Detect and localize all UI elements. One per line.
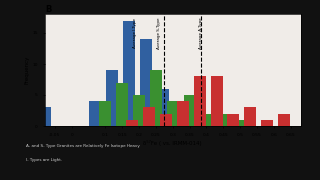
Bar — [39, 107, 51, 126]
Text: Average S-Type: Average S-Type — [157, 17, 161, 49]
Bar — [217, 114, 229, 126]
Bar — [234, 120, 246, 126]
Bar — [100, 101, 111, 126]
Bar — [156, 89, 169, 126]
Bar — [184, 95, 196, 126]
Bar — [261, 120, 273, 126]
Bar — [143, 107, 155, 126]
Y-axis label: Frequency: Frequency — [24, 56, 29, 84]
Bar — [116, 83, 128, 126]
Bar — [160, 114, 172, 126]
Bar — [140, 39, 152, 126]
Text: A- and S- Type Granites are Relatively Fe Isotope Heavy: A- and S- Type Granites are Relatively F… — [26, 144, 140, 148]
X-axis label: δ⁵⁷Fe ( vs. IRMM-014): δ⁵⁷Fe ( vs. IRMM-014) — [143, 140, 202, 146]
Bar — [244, 107, 256, 126]
Bar — [228, 114, 239, 126]
Bar — [173, 114, 186, 126]
Bar — [106, 70, 118, 126]
Text: I- Types are Light.: I- Types are Light. — [26, 158, 62, 162]
Bar — [194, 76, 206, 126]
Bar — [126, 120, 139, 126]
Bar — [200, 114, 212, 126]
Bar — [211, 76, 223, 126]
Text: Average I-Type: Average I-Type — [133, 17, 137, 48]
Bar — [278, 114, 290, 126]
Bar — [167, 101, 179, 126]
Bar — [133, 95, 145, 126]
Bar — [123, 21, 135, 126]
Bar — [150, 70, 162, 126]
Bar — [177, 101, 189, 126]
Text: Average A-Type: Average A-Type — [199, 17, 203, 49]
Text: B: B — [45, 5, 51, 14]
Bar — [89, 101, 101, 126]
